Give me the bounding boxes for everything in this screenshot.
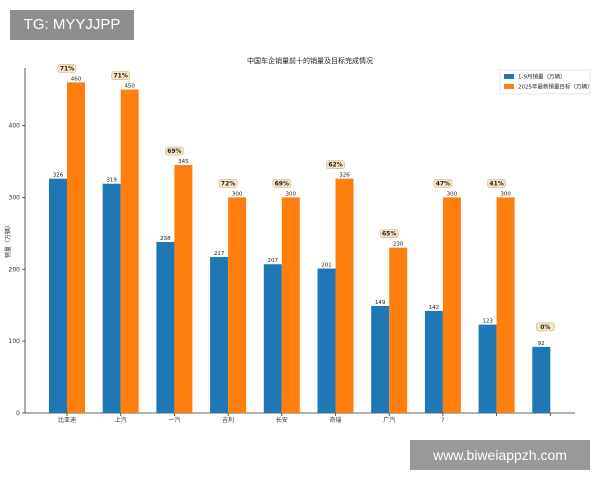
- data-label-target: 300: [232, 191, 243, 197]
- bar-target: [228, 197, 247, 413]
- data-label-sales: 217: [214, 251, 225, 257]
- completion-badge: [536, 322, 555, 332]
- y-tick-label: 0: [16, 410, 20, 417]
- legend-box: [499, 69, 591, 95]
- data-label-target: 450: [124, 84, 135, 90]
- bar-target: [120, 89, 139, 413]
- completion-badge: [165, 146, 184, 156]
- legend-swatch: [504, 74, 514, 79]
- completion-label: 65%: [382, 231, 396, 238]
- x-tick-label: 长安: [276, 416, 288, 424]
- completion-label: 41%: [489, 180, 503, 187]
- legend-swatch: [504, 84, 514, 89]
- completion-label: 47%: [436, 180, 450, 187]
- bar-sales: [210, 257, 229, 413]
- completion-badge: [433, 179, 453, 188]
- x-tick-label: 一汽: [168, 416, 180, 424]
- completion-badge: [111, 71, 130, 80]
- data-label-sales: 201: [321, 263, 332, 269]
- data-label-sales: 319: [106, 178, 117, 184]
- bar-sales: [424, 310, 443, 413]
- completion-badge: [57, 64, 77, 73]
- legend: 1-9月销量（万辆） 2025年最新销量目标（万辆）: [499, 69, 593, 95]
- completion-label: 69%: [167, 148, 181, 155]
- bar-sales: [102, 183, 121, 413]
- bar-sales: [49, 178, 67, 413]
- completion-badge: [326, 160, 345, 169]
- bar-sales: [317, 268, 336, 413]
- x-tick-label: 吉利: [222, 416, 234, 424]
- bar-sales: [478, 324, 497, 413]
- y-tick-label: 300: [9, 194, 21, 201]
- data-label-target: 300: [286, 191, 297, 197]
- completion-label: 71%: [60, 65, 74, 72]
- bar-sales: [156, 241, 175, 413]
- data-label-target: 326: [339, 173, 350, 179]
- data-label-sales: 142: [429, 305, 440, 311]
- x-tick-label: 比亚迪: [58, 416, 76, 424]
- data-label-sales: 92: [538, 341, 545, 347]
- data-label-sales: 326: [53, 173, 64, 179]
- data-label-sales: 238: [160, 236, 171, 242]
- x-tick-label: 上汽: [115, 416, 127, 424]
- data-label-target: 300: [447, 191, 458, 197]
- completion-label: 62%: [328, 162, 342, 169]
- data-label-sales: 207: [268, 258, 279, 264]
- watermark-top: TG: MYYJJPP: [10, 10, 134, 40]
- completion-label: 69%: [275, 180, 289, 187]
- chart-title: 中国车企销量前十的销量及目标完成情况: [247, 56, 373, 65]
- completion-badge: [218, 179, 238, 188]
- bar-sales: [532, 346, 551, 413]
- completion-label: 0%: [540, 324, 550, 331]
- completion-badge: [487, 179, 506, 188]
- data-label-target: 345: [178, 159, 189, 165]
- completion-label: 72%: [221, 180, 235, 187]
- data-label-target: 230: [393, 242, 404, 248]
- watermark-bottom: www.biweiappzh.com: [410, 440, 590, 470]
- completion-label: 71%: [114, 73, 128, 80]
- legend-label: 2025年最新销量目标（万辆）: [518, 83, 593, 91]
- bar-target: [496, 197, 515, 413]
- completion-badge: [379, 229, 399, 238]
- y-tick-label: 200: [9, 266, 21, 273]
- y-axis-label: 销量（万辆）: [4, 222, 12, 258]
- legend-label: 1-9月销量（万辆）: [518, 73, 565, 81]
- bar-target: [174, 165, 193, 413]
- data-label-sales: 149: [375, 300, 386, 306]
- bar-target: [442, 197, 461, 413]
- bar-sales: [263, 264, 282, 413]
- data-label-target: 300: [500, 191, 511, 197]
- x-tick-label: ?: [441, 417, 444, 424]
- x-tick-label: 广汽: [383, 416, 395, 424]
- data-label-sales: 123: [482, 319, 493, 325]
- bar-target: [281, 197, 300, 413]
- bar-target: [389, 247, 408, 413]
- bar-sales: [371, 305, 390, 413]
- y-tick-label: 400: [9, 123, 21, 130]
- y-tick-label: 100: [9, 338, 21, 345]
- bar-target: [67, 82, 85, 413]
- data-label-target: 460: [71, 76, 82, 82]
- bar-target: [335, 178, 354, 413]
- x-tick-label: 奇瑞: [329, 416, 341, 424]
- completion-badge: [272, 179, 292, 188]
